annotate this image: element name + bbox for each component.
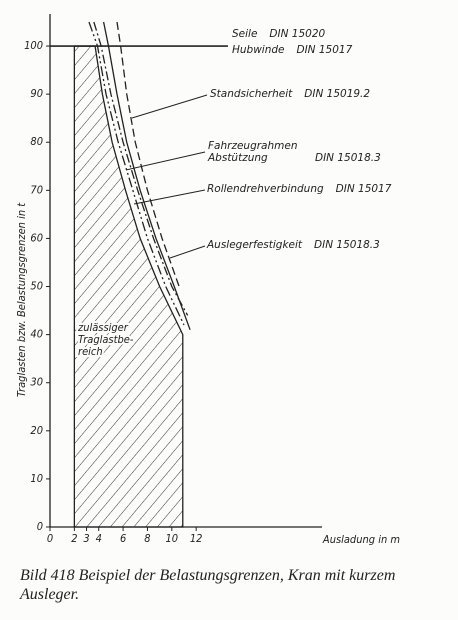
leader-line [169,245,206,259]
curve-standard: DIN 15017 [335,183,392,195]
x-tick-label: 12 [190,532,203,545]
x-tick-label: 10 [166,532,179,545]
y-tick-label: 100 [24,39,43,52]
x-tick-label: 3 [83,532,89,545]
curve-label: Auslegerfestigkeit DIN 15018.3 [207,239,380,251]
y-tick-label: 20 [30,424,43,437]
y-tick-label: 0 [37,520,43,533]
region-label: reich [78,345,103,358]
permissible-region [73,45,184,528]
curve-name: Standsicherheit [210,88,293,100]
x-axis-label: Ausladung in m [322,533,400,546]
curve-standard: DIN 15018.3 [314,239,380,251]
curve-name: Seile [232,28,258,40]
curve-standard: DIN 15017 [296,44,353,56]
leader-line [125,151,206,171]
curve-name: Hubwinde [232,44,285,56]
curve-name: Fahrzeugrahmen Abstützung [208,140,298,164]
curve-label: Standsicherheit DIN 15019.2 [210,88,370,100]
caption: Bild 418 Beispiel der Belastungsgrenzen,… [20,567,396,603]
x-tick-label: 8 [144,532,150,545]
y-tick-label: 90 [30,87,43,100]
curve-label: Hubwinde DIN 15017 [232,44,352,56]
curve-name: Rollendrehverbindung [207,183,324,195]
leader-line [133,189,206,205]
limit-curve [88,21,185,326]
x-tick-label: 0 [47,532,53,545]
curve-label: Fahrzeugrahmen Abstützung DIN 15018.3 [208,140,381,164]
x-tick-label: 4 [96,532,102,545]
y-tick-label: 10 [30,472,43,485]
y-axis-label: Traglasten bzw. Belastungsgrenzen in t [15,202,28,397]
chart: Traglasten bzw. Belastungsgrenzen in t A… [15,14,400,546]
y-tick-label: 50 [30,280,43,293]
y-tick-label: 70 [30,183,43,196]
curve-label: Seile DIN 15020 [232,28,325,40]
limit-curve [93,21,189,316]
curve-standard: DIN 15019.2 [304,88,371,100]
y-tick-label: 40 [30,328,43,341]
curve-name: Auslegerfestigkeit [207,239,303,251]
y-tick-label: 80 [30,135,43,148]
limit-curve [102,21,191,331]
curve-standard: DIN 15020 [269,28,326,40]
curve-standard: DIN 15018.3 [315,152,381,164]
limit-curve [116,21,180,287]
region-label: Traglastbe- [78,333,134,346]
y-tick-label: 60 [30,231,43,244]
region-label: zulässiger [77,321,129,334]
x-tick-label: 2 [71,532,77,545]
leader-line [131,94,208,119]
y-tick-label: 30 [30,376,43,389]
curve-label: Rollendrehverbindung DIN 15017 [207,183,391,195]
x-tick-label: 6 [120,532,126,545]
